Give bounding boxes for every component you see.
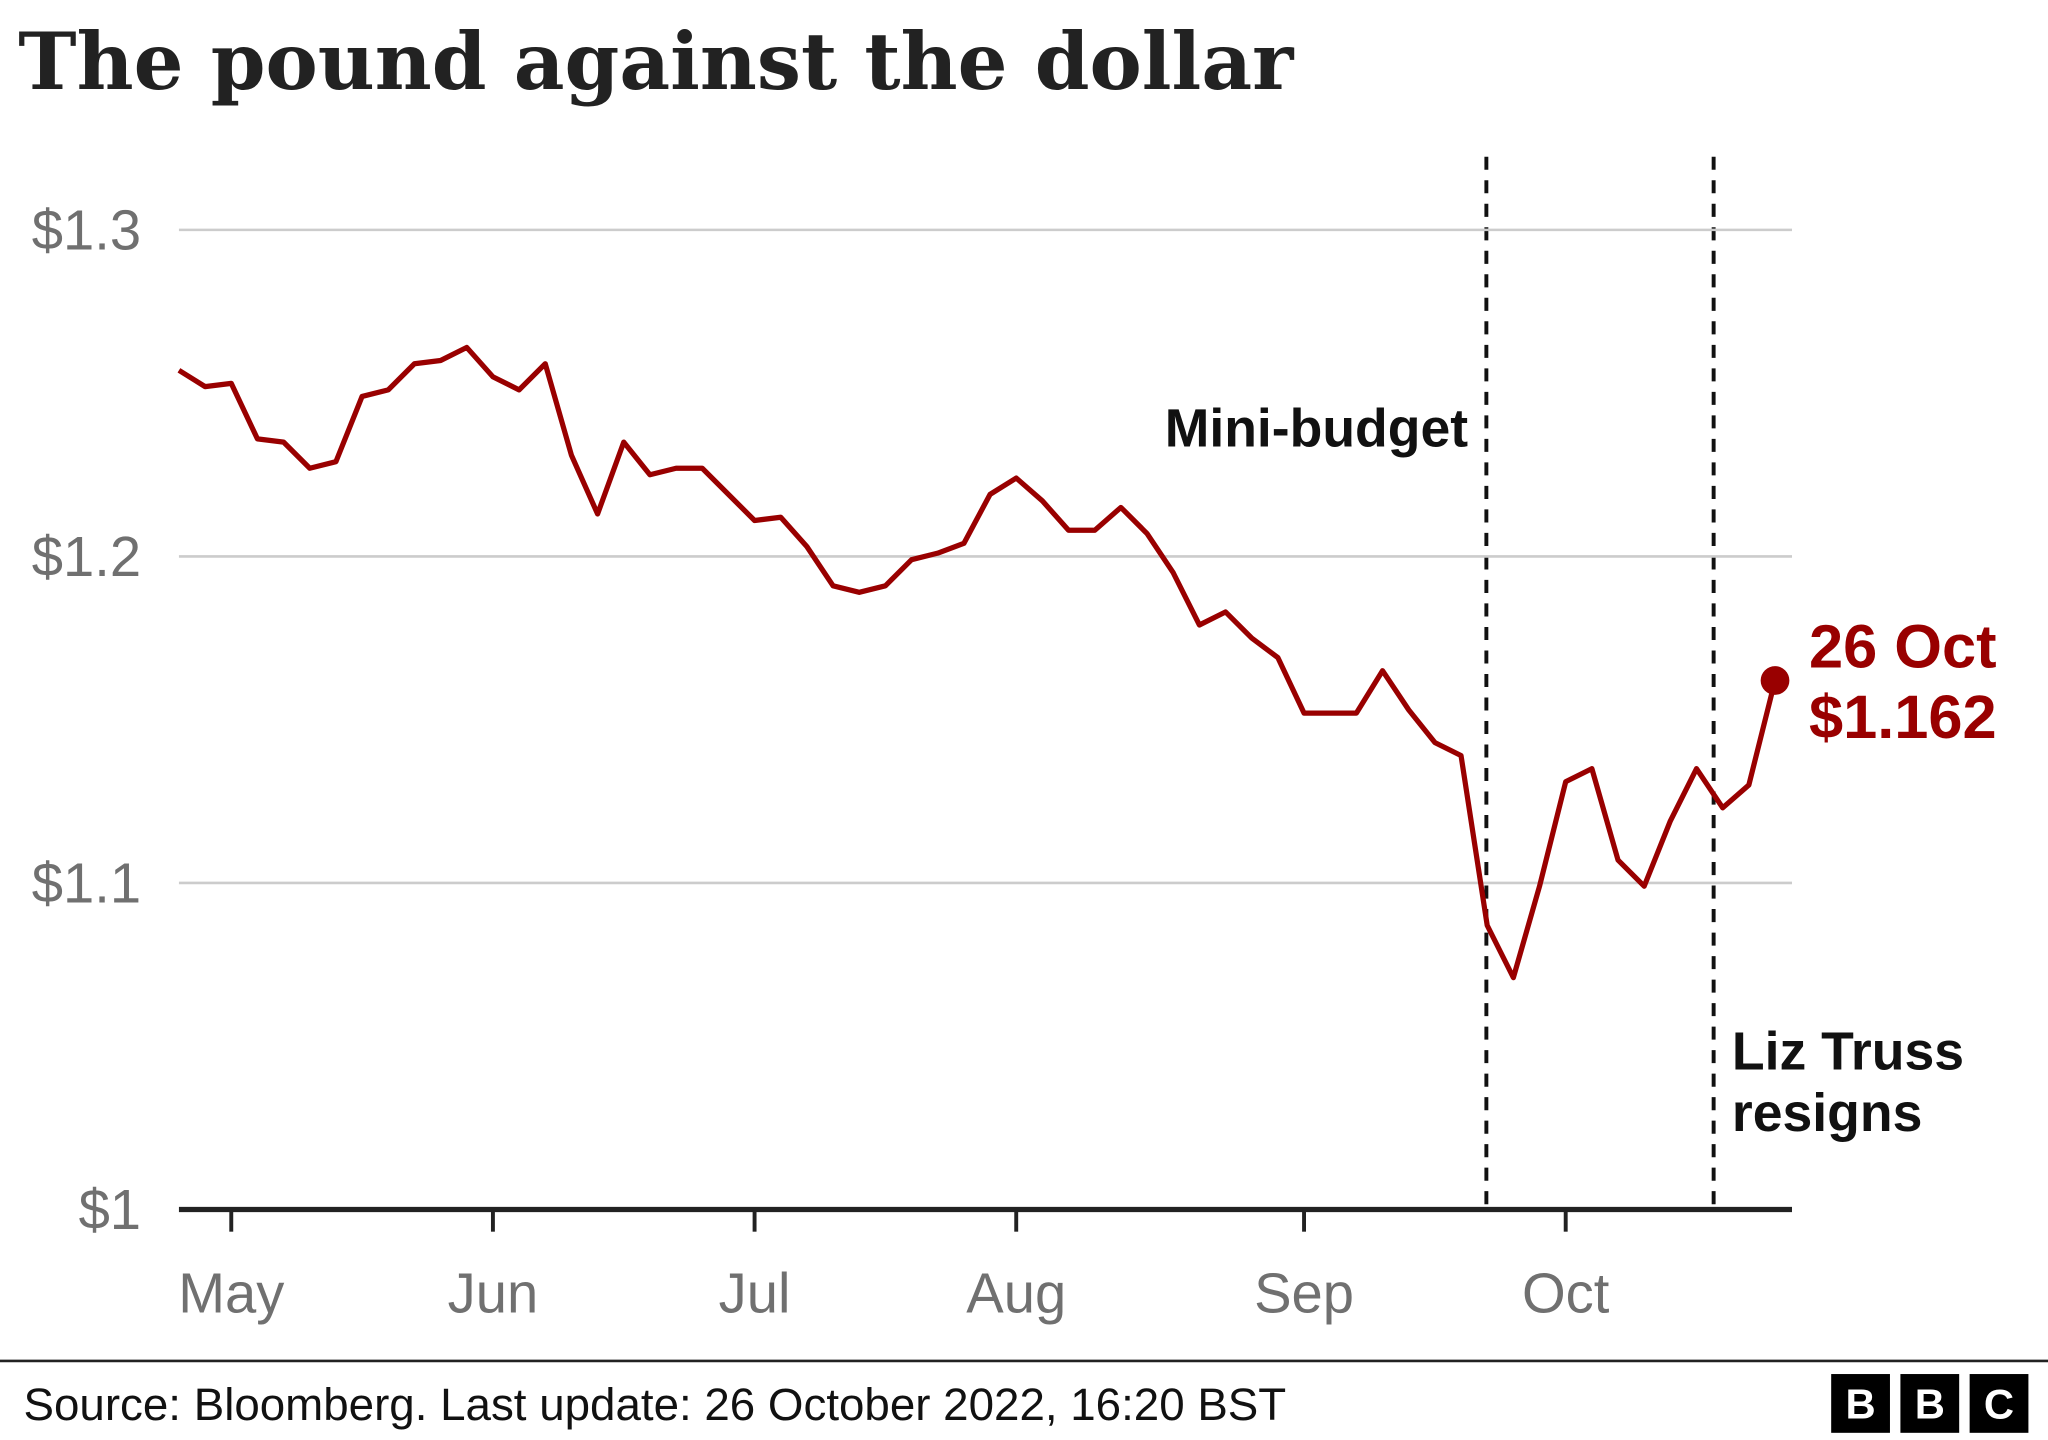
y-tick-label: $1.2 bbox=[32, 525, 141, 588]
chart-title: The pound against the dollar bbox=[18, 16, 1295, 108]
x-tick-label: Jul bbox=[719, 1262, 791, 1325]
value-label: $1.162 bbox=[1809, 683, 1997, 752]
end-label: 26 Oct bbox=[1809, 612, 1997, 681]
y-tick-label: $1.1 bbox=[32, 852, 141, 915]
annotation: Mini-budget bbox=[1165, 400, 1469, 459]
x-tick-label: Aug bbox=[966, 1262, 1066, 1325]
logo-box bbox=[1831, 1374, 1890, 1433]
logo-letter: C bbox=[1984, 1380, 2014, 1427]
line bbox=[177, 344, 1778, 981]
logo-letter: B bbox=[1845, 1380, 1875, 1427]
x-tick-label: Oct bbox=[1522, 1262, 1610, 1325]
y-tick-label: $1.3 bbox=[32, 198, 141, 261]
annotation: Liz Truss bbox=[1732, 1023, 1964, 1082]
logo-letter: B bbox=[1915, 1380, 1945, 1427]
source: Source: Bloomberg. Last update: 26 Octob… bbox=[24, 1379, 1287, 1430]
logo-box bbox=[1900, 1374, 1960, 1433]
x-tick-label: Jun bbox=[448, 1262, 539, 1325]
annotation: resigns bbox=[1732, 1084, 1922, 1143]
y-tick-label: $1 bbox=[79, 1178, 141, 1241]
x-tick-label: May bbox=[178, 1262, 284, 1325]
end-dot bbox=[1760, 666, 1790, 695]
logo-box bbox=[1969, 1374, 2029, 1433]
x-tick-label: Sep bbox=[1254, 1262, 1354, 1325]
